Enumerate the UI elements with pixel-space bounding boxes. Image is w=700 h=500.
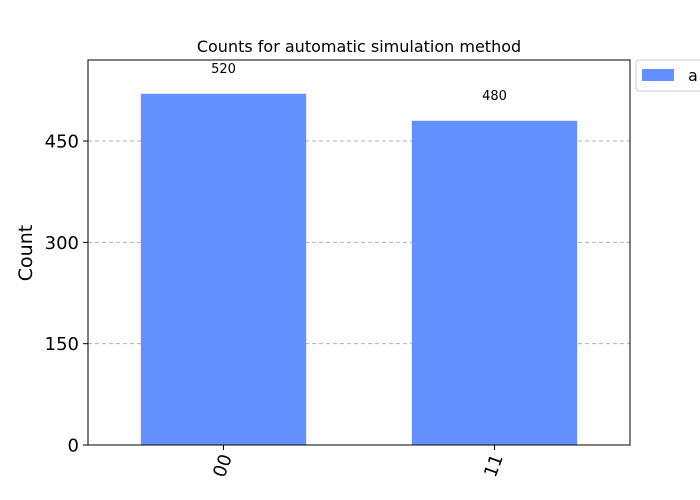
y-tick-label: 300: [45, 233, 79, 254]
bars: 520 480: [140, 62, 578, 446]
data-label: 480: [482, 89, 507, 104]
data-label: 520: [211, 62, 236, 77]
legend: a: [635, 59, 700, 92]
bar-00: [140, 93, 307, 446]
plot-frame: [87, 59, 631, 446]
bar-11: [411, 120, 578, 445]
y-axis-label: Count: [15, 225, 37, 281]
y-tick-label: 0: [68, 436, 79, 457]
legend-label: a: [688, 66, 698, 85]
chart-title: Counts for automatic simulation method: [197, 37, 521, 56]
y-tick-label: 450: [45, 132, 79, 153]
x-tick-label: 11: [480, 451, 508, 480]
y-tick-label: 150: [45, 334, 79, 355]
x-tick-label: 00: [209, 451, 237, 480]
legend-swatch: [642, 69, 674, 81]
